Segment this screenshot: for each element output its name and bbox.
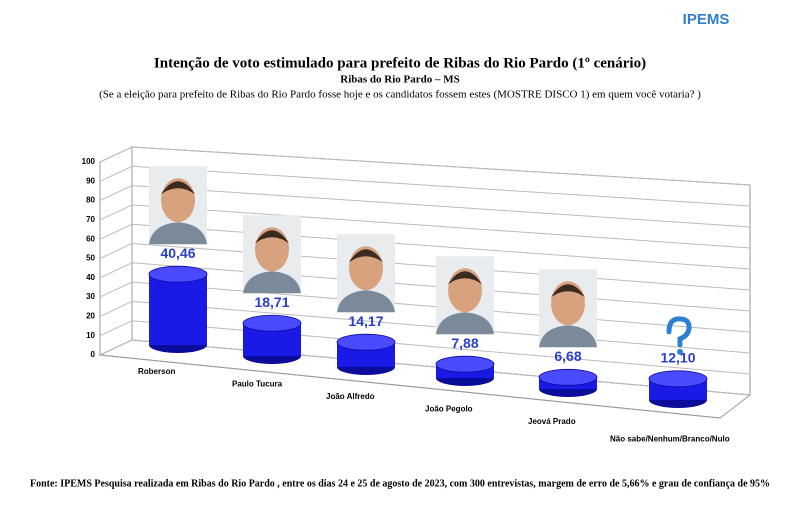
x-tick-label: João Alfredo xyxy=(326,392,375,401)
cylinder-top xyxy=(242,314,302,332)
grid-line-side xyxy=(99,300,133,317)
x-tick-label: Roberson xyxy=(138,367,175,376)
y-tick-label: 100 xyxy=(82,157,96,166)
candidate-photo xyxy=(149,166,207,245)
floor-edge xyxy=(99,354,721,419)
chart-title: Intenção de voto estimulado para prefeit… xyxy=(154,55,646,71)
y-tick-label: 10 xyxy=(86,331,95,340)
cylinder-top xyxy=(538,368,598,386)
y-tick-label: 80 xyxy=(86,196,95,205)
grid-line-side xyxy=(99,204,133,221)
source: Fonte: IPEMS Pesquisa realizada em Ribas… xyxy=(30,478,770,489)
candidate-photo xyxy=(436,256,494,335)
photo-body xyxy=(337,290,395,313)
grid-line xyxy=(131,146,751,186)
question-dot xyxy=(677,348,683,355)
value-label: 7,88 xyxy=(451,335,478,351)
value-label: 18,71 xyxy=(254,294,289,310)
grid-line-side xyxy=(99,185,133,202)
grid-line xyxy=(131,320,751,375)
value-label: 12,10 xyxy=(660,350,695,366)
cylinder-top xyxy=(435,355,495,373)
photo-body xyxy=(149,222,207,245)
candidate-photo xyxy=(337,234,395,313)
value-label: 40,46 xyxy=(160,245,195,261)
grid-line xyxy=(131,223,751,270)
photo-hair xyxy=(255,230,289,244)
grid-line-side xyxy=(99,281,133,298)
y-tick-label: 30 xyxy=(86,292,95,301)
x-tick-label: Paulo Tucura xyxy=(232,380,283,389)
cylinder-top xyxy=(336,333,396,351)
x-tick-label: João Pegolo xyxy=(425,405,473,414)
grid-line-side xyxy=(99,320,133,337)
grid-line-side xyxy=(99,243,133,259)
y-tick-label: 20 xyxy=(86,312,95,321)
value-label: 6,68 xyxy=(554,348,581,364)
cylinder xyxy=(648,370,708,408)
cylinder-top xyxy=(148,265,208,283)
cylinder xyxy=(242,314,302,364)
cylinder xyxy=(336,333,396,375)
y-tick-label: 40 xyxy=(86,273,95,282)
value-label: 14,17 xyxy=(348,313,383,329)
cylinder-top xyxy=(648,370,708,388)
grid-line-side xyxy=(99,146,133,163)
photo-body xyxy=(243,271,301,294)
grid-line xyxy=(131,185,751,228)
grid-line-side xyxy=(99,339,133,356)
grid-line xyxy=(131,165,751,207)
candidate-photo xyxy=(539,269,597,348)
cylinder xyxy=(538,368,598,397)
x-tick-label: Não sabe/Nenhum/Branco/Nulo xyxy=(610,435,730,444)
photo-body xyxy=(436,312,494,335)
question-icon xyxy=(666,316,692,348)
y-tick-label: 90 xyxy=(86,176,95,185)
y-tick-label: 50 xyxy=(86,254,95,263)
question: (Se a eleição para prefeito de Ribas do … xyxy=(99,89,701,101)
grid-line-side xyxy=(99,223,133,240)
grid-line-side xyxy=(99,262,133,279)
y-tick-label: 70 xyxy=(86,215,95,224)
cylinder-body xyxy=(149,274,207,345)
y-tick-label: 0 xyxy=(91,350,96,359)
logo: IPEMS xyxy=(683,11,730,28)
y-tick-label: 60 xyxy=(86,234,95,243)
candidate-photo xyxy=(243,215,301,294)
photo-hair xyxy=(161,181,195,195)
grid-line xyxy=(131,204,751,249)
photo-body xyxy=(539,325,597,348)
cylinder xyxy=(435,355,495,386)
cylinder xyxy=(148,265,208,353)
grid-line-side xyxy=(99,165,133,182)
photo-hair xyxy=(551,284,585,298)
x-tick-label: Jeová Prado xyxy=(528,417,576,426)
photo-hair xyxy=(448,271,482,285)
chart-subtitle: Ribas do Rio Pardo – MS xyxy=(340,74,460,86)
photo-hair xyxy=(349,249,383,263)
